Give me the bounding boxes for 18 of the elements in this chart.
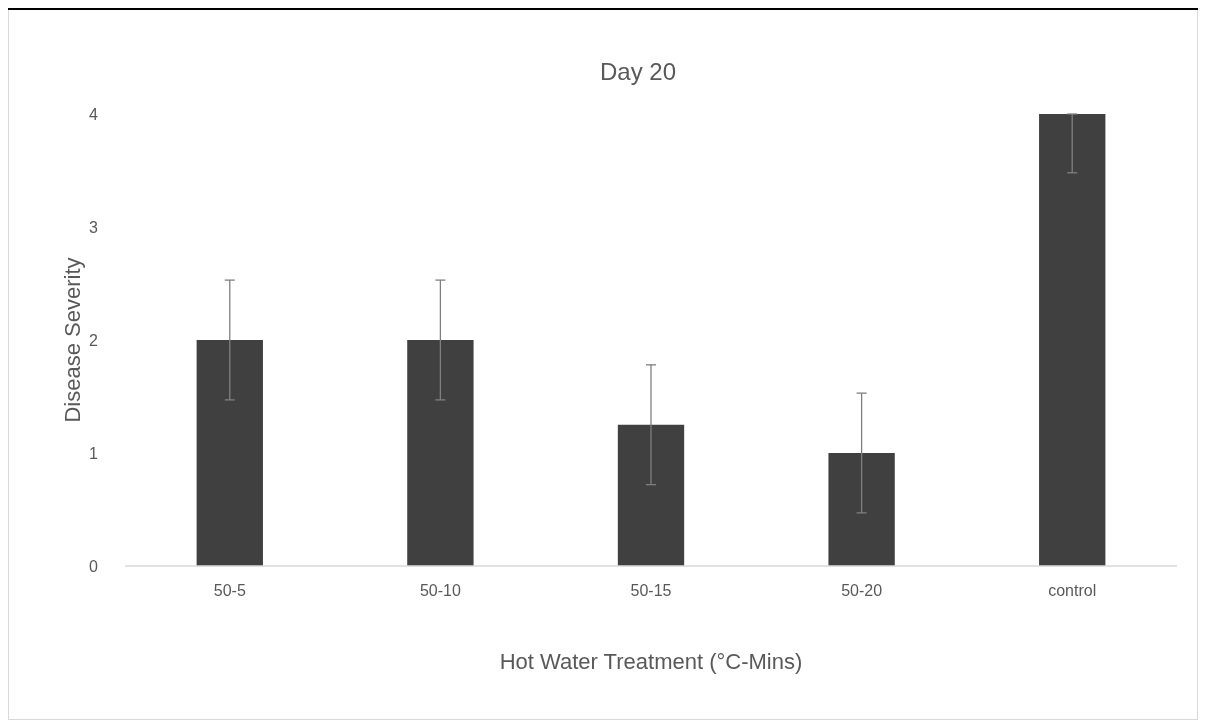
x-tick-label: control <box>1048 582 1097 599</box>
x-tick-label: 50-5 <box>213 582 246 599</box>
bar <box>617 424 685 566</box>
x-tick-label: 50-10 <box>419 582 461 599</box>
bar <box>196 340 263 566</box>
y-tick-label: 4 <box>89 105 99 123</box>
y-tick-label: 3 <box>89 218 99 236</box>
y-axis-title: Disease Severity <box>60 257 85 423</box>
chart-title: Day 20 <box>599 58 677 85</box>
x-axis-title: Hot Water Treatment (°C-Mins) <box>499 649 803 674</box>
x-tick-label: 50-15 <box>630 582 672 599</box>
x-tick-label: 50-20 <box>841 582 883 599</box>
y-tick-label: 1 <box>89 444 99 462</box>
y-tick-label: 2 <box>89 331 99 349</box>
bar <box>1039 114 1106 566</box>
y-tick-label: 0 <box>89 557 99 575</box>
bar <box>407 340 474 566</box>
bar <box>828 453 895 566</box>
